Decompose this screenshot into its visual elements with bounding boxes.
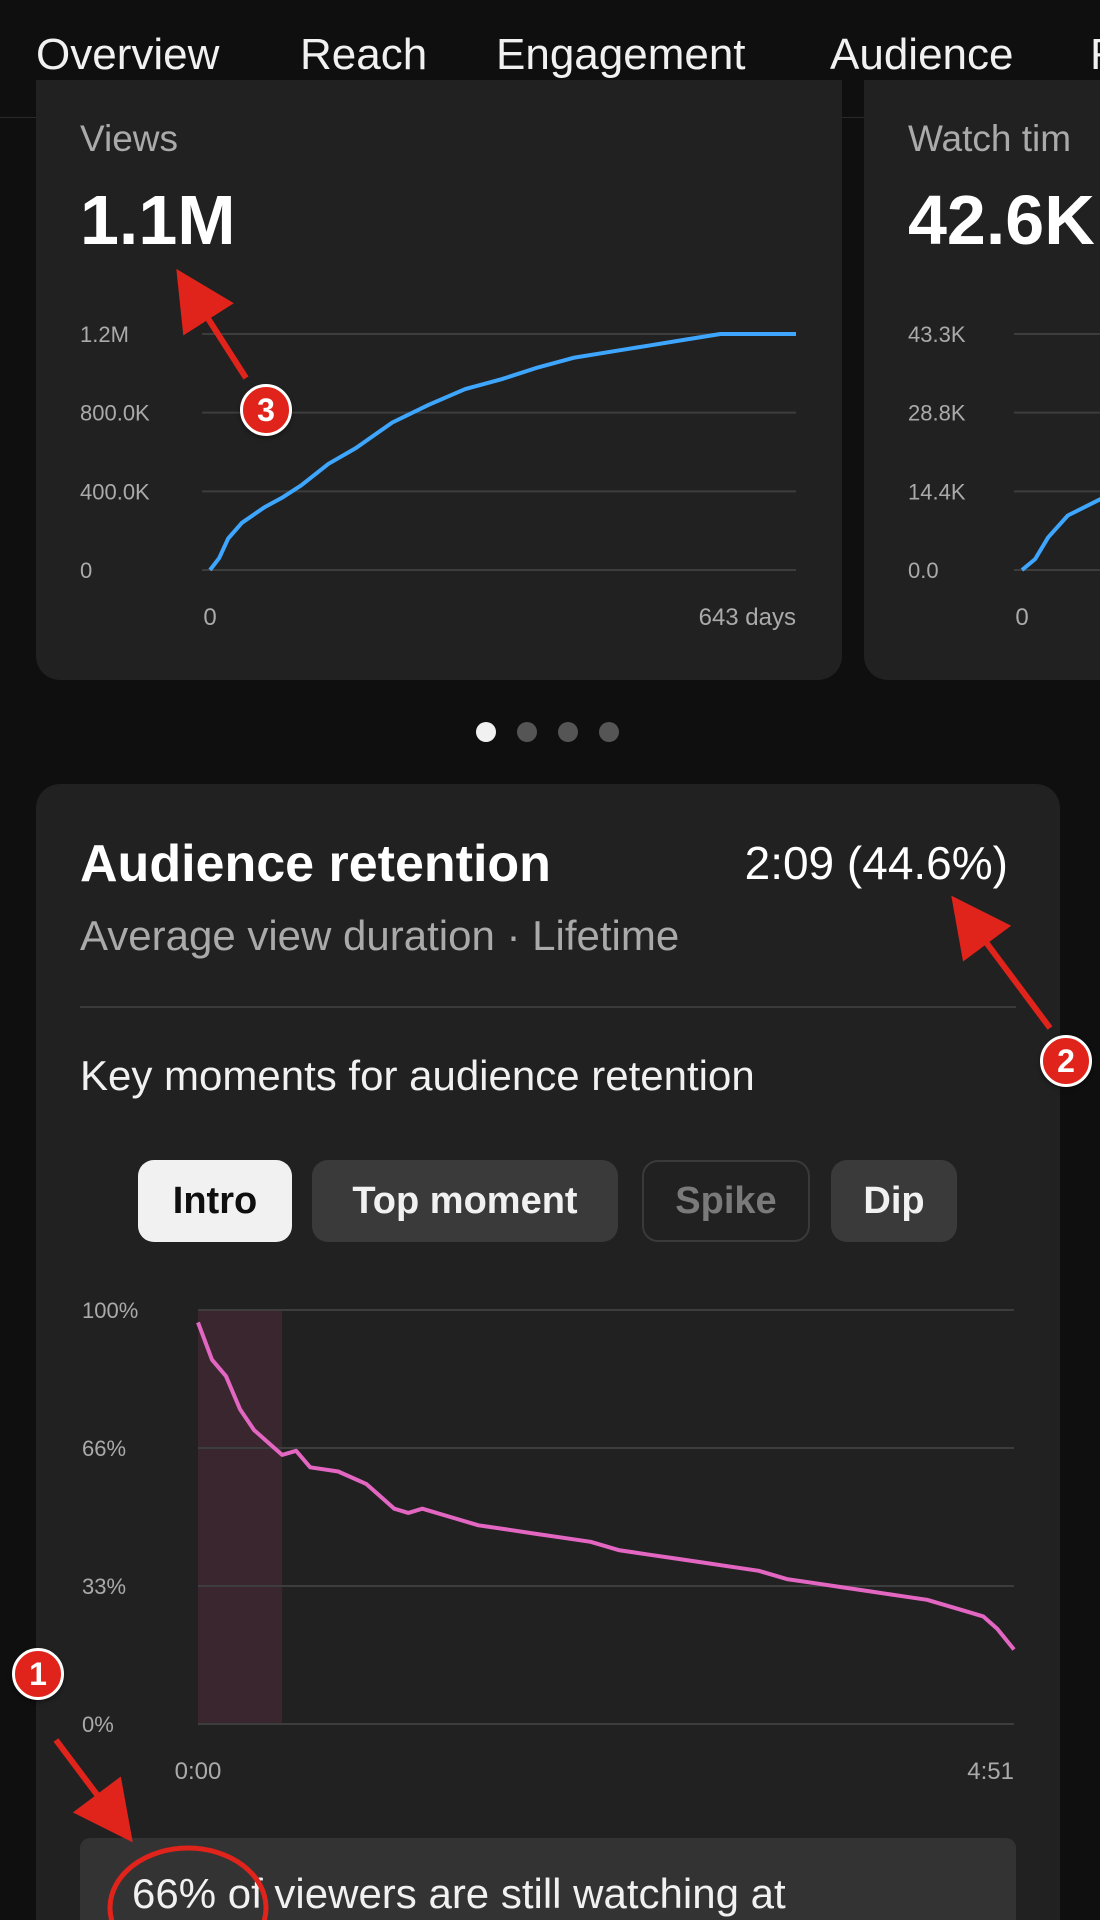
watch-time-chart: 43.3K 28.8K 14.4K 0.0 0 [908,322,1100,631]
intro-highlight [198,1310,283,1724]
carousel-dot[interactable] [558,722,578,742]
tab-engagement[interactable]: Engagement [496,30,746,79]
y-tick-label: 43.3K [908,322,966,347]
carousel-dot[interactable] [476,722,496,742]
y-tick-label: 14.4K [908,479,966,504]
y-tick-label: 0 [80,558,92,583]
key-moment-info-text: 66% of viewers are still watching at [132,1870,786,1917]
x-tick-label: 0:00 [175,1758,222,1785]
watch-time-label: Watch tim [908,118,1072,159]
chip-intro[interactable]: Intro [138,1160,292,1242]
tab-overview[interactable]: Overview [36,30,220,79]
views-card[interactable]: Views 1.1M 1.2M 800.0K 400.0K 0 0 643 days [36,80,842,680]
y-tick-label: 28.8K [908,401,966,426]
retention-title: Audience retention [80,835,551,893]
tab-research[interactable]: R [1090,30,1100,80]
y-tick-label: 1.2M [80,322,129,347]
chip-top-moment[interactable]: Top moment [312,1160,618,1242]
carousel-indicator [476,722,619,742]
tab-reach[interactable]: Reach [300,30,428,79]
chip-spike[interactable]: Spike [642,1160,810,1242]
x-tick-label: 0 [1015,604,1028,631]
views-label: Views [80,118,179,159]
annotation-badge-2: 2 [1040,1035,1092,1087]
annotation-badge-3: 3 [240,384,292,436]
watch-time-card[interactable]: Watch tim 42.6K 43.3K 28.8K 14.4K 0.0 0 [864,80,1100,680]
key-moments-title: Key moments for audience retention [80,1052,755,1099]
carousel-dot[interactable] [517,722,537,742]
watch-time-value: 42.6K [908,181,1095,259]
y-tick-label: 100% [82,1298,138,1323]
retention-chart: 100% 66% 33% 0% 0:00 4:51 [82,1298,1016,1785]
retention-subtitle: Average view duration · Lifetime [80,912,680,959]
series-line [208,332,796,572]
y-tick-label: 0% [82,1712,114,1737]
y-tick-label: 800.0K [80,401,150,426]
x-tick-label: 0 [203,604,216,631]
y-tick-label: 0.0 [908,558,939,583]
y-tick-label: 66% [82,1436,126,1461]
views-value: 1.1M [80,181,236,259]
x-tick-label: 643 days [699,604,796,631]
series-line [1020,497,1100,572]
views-chart: 1.2M 800.0K 400.0K 0 0 643 days [80,322,796,631]
y-tick-label: 33% [82,1574,126,1599]
annotation-badge-1: 1 [12,1648,64,1700]
series-line [196,1321,1016,1651]
retention-value: 2:09 (44.6%) [744,837,1008,889]
x-tick-label: 4:51 [967,1758,1014,1785]
tab-audience[interactable]: Audience [830,30,1014,79]
key-moment-info-box: 66% of viewers are still watching at [80,1838,1016,1920]
y-tick-label: 400.0K [80,479,150,504]
divider [80,1006,1016,1008]
carousel-dot[interactable] [599,722,619,742]
audience-retention-card: Audience retention 2:09 (44.6%) Average … [36,784,1060,1920]
chip-dip[interactable]: Dip [831,1160,957,1242]
